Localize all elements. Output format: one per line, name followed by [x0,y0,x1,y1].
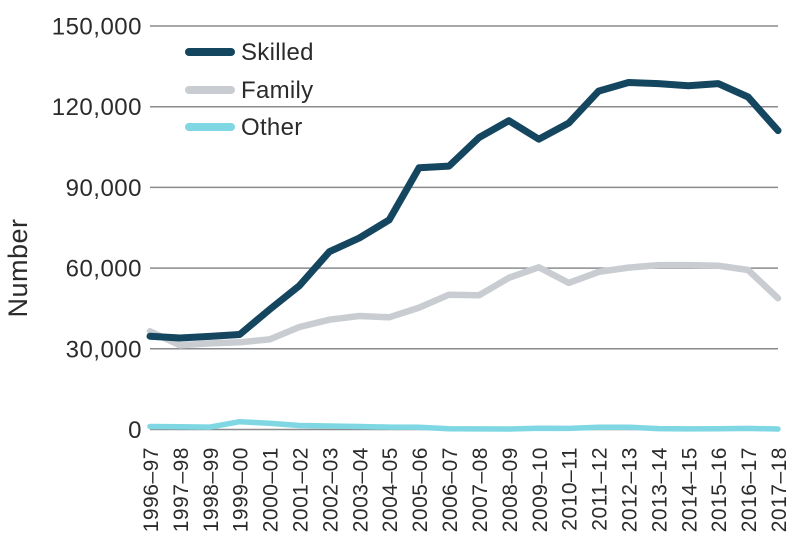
x-tick-label: 2004–05 [379,447,402,532]
x-tick-label: 2013–14 [648,447,671,532]
x-tick-label: 2012–13 [619,447,642,532]
x-tick-label: 2007–08 [469,447,492,532]
x-tick-label: 2016–17 [738,447,761,532]
y-tick-label: 30,000 [66,336,142,363]
x-tick-label: 2011–12 [589,447,612,531]
x-tick-label: 2009–10 [529,447,552,532]
x-tick-label: 1997–98 [170,447,193,532]
series-line-other [147,418,781,432]
y-tick-label: 0 [128,417,142,444]
legend-label-other: Other [241,114,303,141]
legend-label-skilled: Skilled [241,39,314,66]
x-tick-label: 2008–09 [499,447,522,532]
x-tick-label: 1999–00 [230,447,253,532]
x-tick-label: 2005–06 [409,447,432,532]
x-tick-label: 2010–11 [559,447,582,531]
x-tick-label: 2015–16 [708,447,731,532]
series-line-family [146,261,782,349]
legend-label-family: Family [241,77,313,104]
x-tick-label: 2017–18 [768,447,791,532]
x-tick-label: 1998–99 [200,447,223,532]
y-axis-title: Number [3,218,33,317]
y-tick-label: 90,000 [66,175,142,202]
series-line-skilled [146,79,782,342]
x-tick-label: 2001–02 [290,447,313,532]
x-tick-label: 1996–97 [140,447,163,532]
y-tick-label: 150,000 [52,14,142,41]
x-tick-label: 2002–03 [319,447,342,532]
x-tick-label: 2000–01 [260,447,283,532]
y-tick-label: 120,000 [52,94,142,121]
x-tick-label: 2006–07 [439,447,462,532]
x-tick-label: 2003–04 [349,447,372,532]
x-tick-label: 2014–15 [678,447,701,532]
y-tick-label: 60,000 [66,256,142,283]
